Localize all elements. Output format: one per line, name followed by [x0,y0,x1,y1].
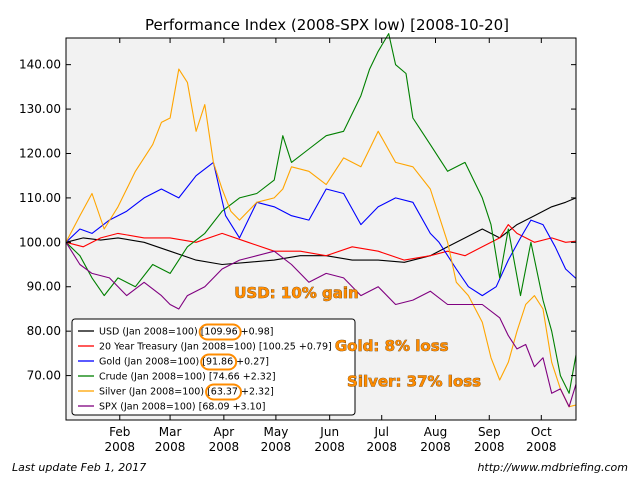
y-tick-label: 120.00 [19,146,61,160]
series-layer [65,33,577,408]
y-tick-label: 110.00 [19,191,61,205]
legend-series-name: Silver (Jan 2008=100) [99,387,207,398]
y-tick-label: 100.00 [19,235,61,249]
value-highlight [200,353,238,371]
annotation-label-1: Gold: 8% loss [335,337,449,355]
x-tick-label: Aug 2008 [420,425,451,454]
value-highlight [198,323,242,341]
plot-frame [65,37,577,421]
annotations: USD: 10% gain Gold: 8% loss Silver: 37% lo… [234,284,482,391]
legend-value: [100.25 [259,342,299,353]
legend-entry-3: Crude (Jan 2008=100) [74.66 +2.32] [99,372,276,383]
last-update-text: Last update Feb 1, 2017 [12,461,147,474]
x-tick-label: Oct 2008 [526,425,557,454]
legend-series-name: Gold (Jan 2008=100) [99,357,202,368]
x-tick-label: Sep 2008 [474,425,505,454]
y-tick-label: 140.00 [19,58,61,72]
y-tick-label: 130.00 [19,102,61,116]
legend-change: +2.32] [243,372,276,383]
y-tick-label: 90.00 [27,280,61,294]
legend-change: +2.32] [241,387,274,398]
legend-change: +3.10] [233,402,266,413]
legend-box [71,318,356,416]
y-tick-label: 70.00 [27,369,61,383]
y-tick-label: 80.00 [27,324,61,338]
annotation-label-0: USD: 10% gain [234,284,358,302]
x-tick-label: Apr 2008 [209,425,240,454]
x-tick-label: Jul 2008 [366,425,397,454]
legend-value: [74.66 [209,372,243,383]
x-tick-label: Mar 2008 [155,425,186,454]
legend-entry-1: 20 Year Treasury (Jan 2008=100) [100.25 … [99,342,332,353]
legend-change: +0.98] [241,327,274,338]
legend-change: +0.27] [236,357,269,368]
x-tick-label: Feb 2008 [105,425,136,454]
legend-series-name: SPX (Jan 2008=100) [99,402,199,413]
annotation-label-2: Silver: 37% loss [347,373,481,391]
legend-series-name: 20 Year Treasury (Jan 2008=100) [99,342,259,353]
legend-value: [91.86 [202,357,236,368]
x-axis: Feb 2008 Mar 2008 Apr 2008 May 2008 Jun 2008 Jul 20… [105,38,557,454]
legend-value: [63.37 [207,387,241,398]
legend-entry-4: Silver (Jan 2008=100) [63.37 +2.32] [99,387,274,398]
x-tick-label: May 2008 [261,425,292,454]
source-url-text: http://www.mdbriefing.com [477,461,628,474]
legend-value: [109.96 [201,327,241,338]
value-highlight [205,383,243,401]
series-line-1 [65,224,577,261]
x-tick-label: Jun 2008 [314,425,345,454]
series-line-0 [65,197,577,266]
series-line-5 [65,242,577,408]
legend-entry-0: USD (Jan 2008=100) [109.96 +0.98] [99,327,273,338]
legend: USD (Jan 2008=100) [109.96 +0.98] 20 Year… [71,318,356,416]
legend-entry-2: Gold (Jan 2008=100) [91.86 +0.27] [99,357,269,368]
legend-value: [68.09 [199,402,233,413]
y-axis: 70.00 80.00 90.00 100.00 110.00 120.00 130.00 1… [19,58,576,383]
legend-series-name: USD (Jan 2008=100) [99,327,201,338]
chart-title: Performance Index (2008-SPX low) [2008-1… [145,16,509,34]
series-line-3 [65,33,577,394]
legend-change: +0.79] [299,342,332,353]
legend-entry-5: SPX (Jan 2008=100) [68.09 +3.10] [99,402,265,413]
series-line-4 [65,68,577,408]
legend-series-name: Crude (Jan 2008=100) [99,372,209,383]
